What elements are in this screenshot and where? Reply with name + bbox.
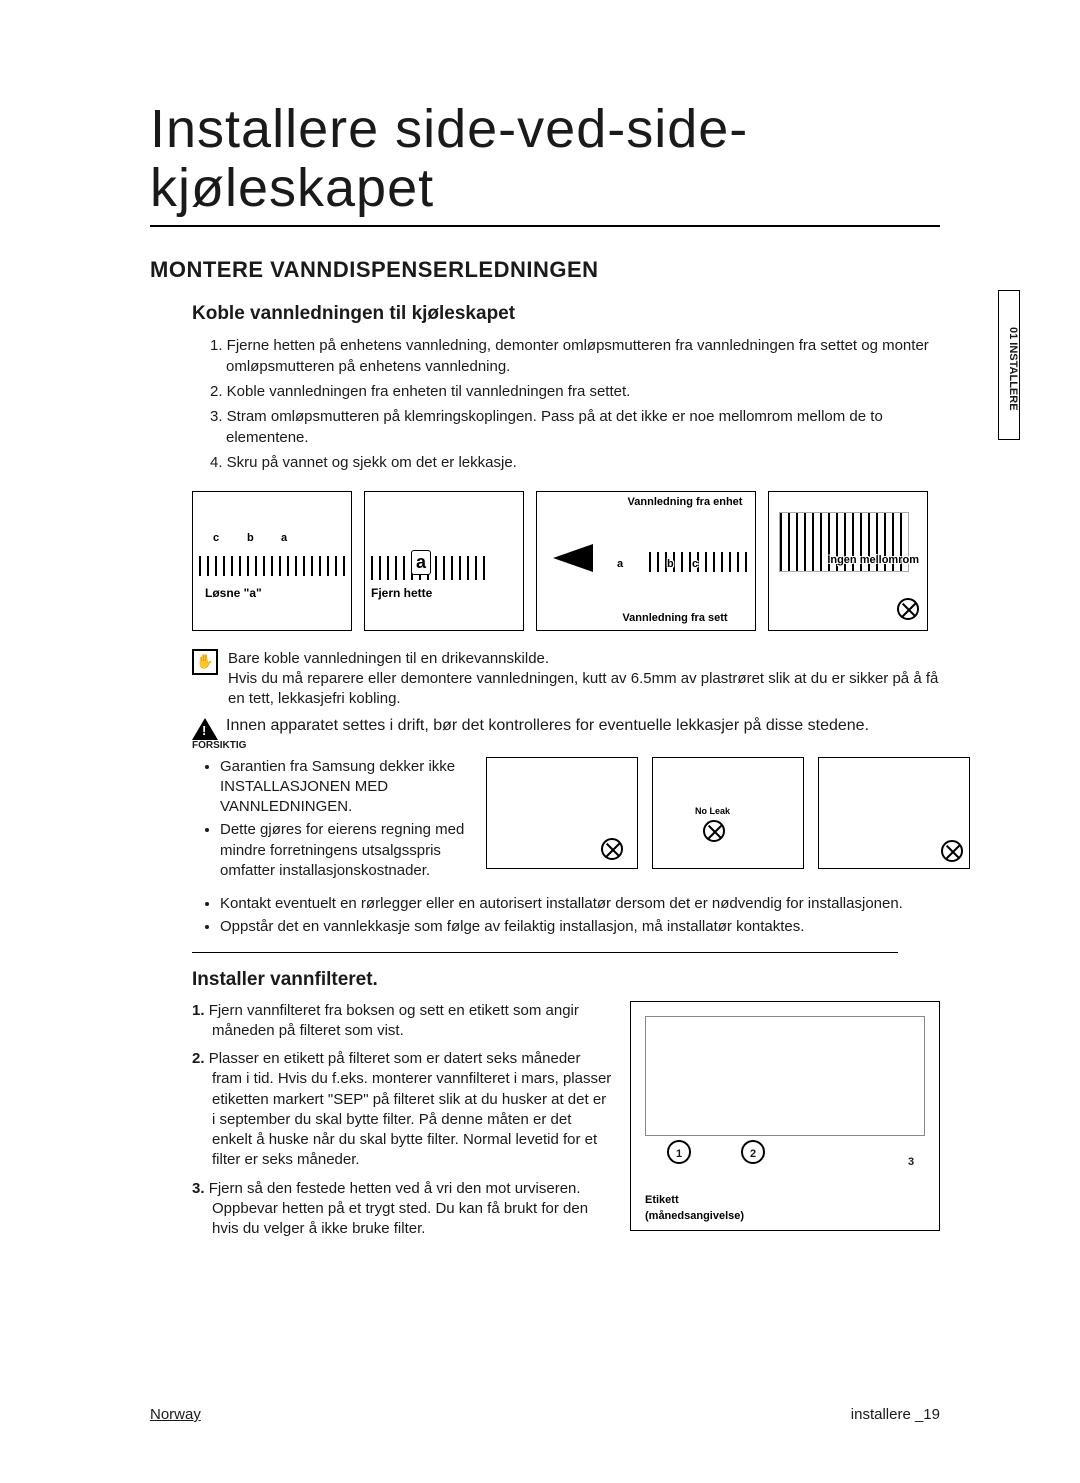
diagram-no-gap: Ingen mellomrom bbox=[768, 491, 928, 631]
filter-step: 2. Plasser en etikett på filteret som er… bbox=[192, 1049, 612, 1171]
bullet-list: Garantien fra Samsung dekker ikke INSTAL… bbox=[208, 757, 472, 882]
note-block: ✋ Bare koble vannledningen til en drikev… bbox=[192, 649, 940, 710]
diagram-label: a bbox=[617, 558, 623, 570]
filter-diagram: 1 2 3 Etikett (månedsangivelse) bbox=[630, 1001, 940, 1231]
diagram-label: (månedsangivelse) bbox=[645, 1210, 744, 1222]
callout-number: 2 bbox=[741, 1140, 765, 1164]
subsection-connect-water: Koble vannledningen til kjøleskapet bbox=[192, 303, 940, 325]
diagram-label: No Leak bbox=[695, 806, 730, 816]
step-list: 1. Fjerne hetten på enhetens vannledning… bbox=[210, 335, 940, 473]
callout-number: 1 bbox=[667, 1140, 691, 1164]
diagram-label: c bbox=[213, 532, 219, 544]
diagram-remove-cap: a Fjern hette bbox=[364, 491, 524, 631]
diagram-label: a bbox=[281, 532, 287, 544]
no-icon bbox=[897, 598, 919, 620]
no-icon bbox=[703, 820, 725, 842]
leak-check-diagram: No Leak bbox=[652, 757, 804, 869]
caution-text: Innen apparatet settes i drift, bør det … bbox=[226, 716, 869, 737]
diagram-label: c bbox=[692, 558, 698, 570]
filter-step: 1. Fjern vannfilteret fra boksen og sett… bbox=[192, 1001, 612, 1042]
filter-step: 3. Fjern så den festede hetten ved å vri… bbox=[192, 1179, 612, 1240]
bullet-list: Kontakt eventuelt en rørlegger eller en … bbox=[208, 894, 940, 938]
diagram-label: Vannledning fra sett bbox=[615, 612, 735, 624]
no-icon bbox=[601, 838, 623, 860]
footer-language: Norway bbox=[150, 1406, 201, 1423]
filter-step-list: 1. Fjern vannfilteret fra boksen og sett… bbox=[192, 1001, 612, 1248]
diagram-label: b bbox=[247, 532, 254, 544]
hand-icon: ✋ bbox=[192, 649, 218, 675]
bullet-item: Garantien fra Samsung dekker ikke INSTAL… bbox=[220, 757, 472, 818]
bullet-item: Oppstår det en vannlekkasje som følge av… bbox=[220, 917, 940, 937]
mini-diagram-row: No Leak bbox=[486, 757, 970, 885]
note-text: Bare koble vannledningen til en drikevan… bbox=[228, 649, 940, 669]
leak-check-diagram bbox=[818, 757, 970, 869]
section-tab: 01 INSTALLERE bbox=[998, 290, 1020, 440]
subsection-install-filter: Installer vannfilteret. bbox=[192, 969, 940, 991]
footer-page-number: installere _19 bbox=[851, 1406, 940, 1423]
leak-check-diagram bbox=[486, 757, 638, 869]
section-heading: MONTERE VANNDISPENSERLEDNINGEN bbox=[150, 257, 940, 283]
caution-label: FORSIKTIG bbox=[192, 740, 940, 751]
diagram-label: Ingen mellomrom bbox=[827, 554, 919, 566]
step-item: 4. Skru på vannet og sjekk om det er lek… bbox=[210, 452, 940, 473]
page-footer: Norway installere _19 bbox=[150, 1406, 940, 1423]
step-item: 2. Koble vannledningen fra enheten til v… bbox=[210, 381, 940, 402]
diagram-label: b bbox=[667, 558, 674, 570]
diagram-row: c b a Løsne "a" a Fjern hette Vannlednin… bbox=[192, 491, 940, 631]
warning-triangle-icon bbox=[192, 718, 218, 740]
section-divider bbox=[192, 952, 898, 953]
diagram-label: Fjern hette bbox=[371, 586, 432, 600]
diagram-label: Etikett bbox=[645, 1194, 679, 1206]
diagram-label: Vannledning fra enhet bbox=[625, 496, 745, 508]
bullet-item: Dette gjøres for eierens regning med min… bbox=[220, 820, 472, 881]
page-title: Installere side-ved-side-kjøleskapet bbox=[150, 100, 940, 227]
caution-block: Innen apparatet settes i drift, bør det … bbox=[192, 716, 940, 740]
diagram-label: a bbox=[411, 550, 431, 575]
step-item: 1. Fjerne hetten på enhetens vannledning… bbox=[210, 335, 940, 377]
diagram-connect: Vannledning fra enhet Vannledning fra se… bbox=[536, 491, 756, 631]
diagram-label: Løsne "a" bbox=[205, 586, 262, 600]
bullet-item: Kontakt eventuelt en rørlegger eller en … bbox=[220, 894, 940, 914]
no-icon bbox=[941, 840, 963, 862]
callout-number: 3 bbox=[901, 1152, 921, 1172]
step-item: 3. Stram omløpsmutteren på klemringskopl… bbox=[210, 406, 940, 448]
diagram-loosen: c b a Løsne "a" bbox=[192, 491, 352, 631]
note-text: Hvis du må reparere eller demontere vann… bbox=[228, 669, 940, 710]
